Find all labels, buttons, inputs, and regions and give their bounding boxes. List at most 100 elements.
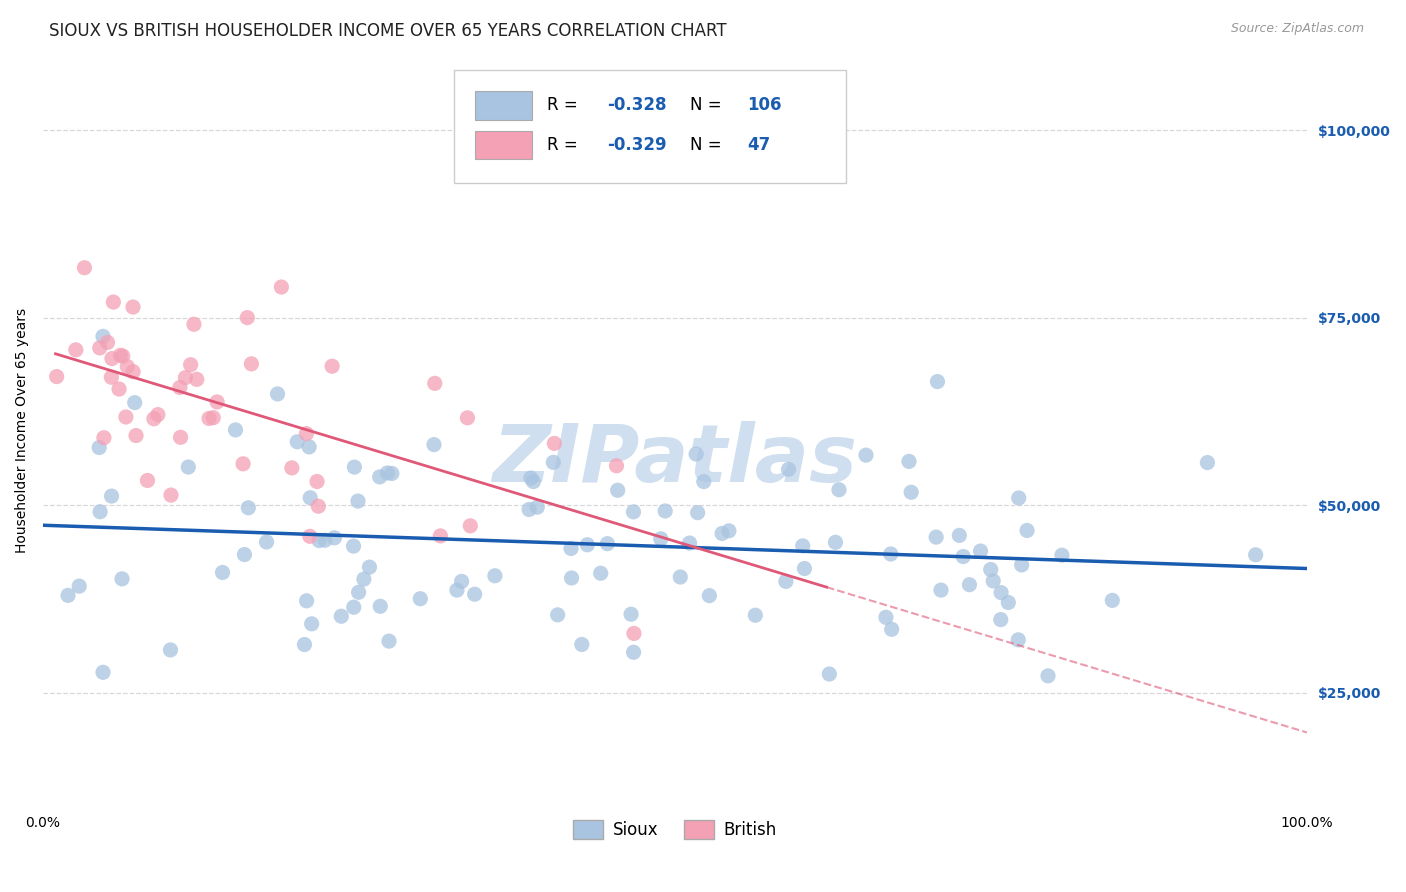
Point xyxy=(232,457,254,471)
Point xyxy=(596,536,619,550)
Point xyxy=(1008,491,1031,505)
Point xyxy=(186,372,208,386)
Point xyxy=(543,436,565,450)
Point xyxy=(91,329,114,343)
Point xyxy=(793,561,815,575)
Point xyxy=(650,532,672,546)
Point xyxy=(110,348,132,362)
Point xyxy=(925,530,948,544)
Text: 106: 106 xyxy=(747,96,782,114)
Point xyxy=(547,607,569,622)
Point xyxy=(122,300,145,314)
Point xyxy=(202,410,225,425)
Point xyxy=(308,533,330,548)
Point xyxy=(295,426,318,441)
Point xyxy=(778,462,800,476)
Point xyxy=(952,549,974,564)
Point xyxy=(301,616,323,631)
Point xyxy=(464,587,486,601)
Point xyxy=(957,577,980,591)
Point xyxy=(224,423,246,437)
Point xyxy=(605,458,627,473)
Point xyxy=(1015,524,1038,538)
Point xyxy=(699,589,721,603)
Point xyxy=(693,475,716,489)
Point xyxy=(89,505,111,519)
Point xyxy=(240,357,263,371)
Text: N =: N = xyxy=(690,96,727,114)
Point xyxy=(990,585,1012,599)
Point xyxy=(100,370,122,384)
Point xyxy=(900,485,922,500)
Point xyxy=(669,570,692,584)
Point xyxy=(1007,632,1029,647)
FancyBboxPatch shape xyxy=(454,70,845,183)
Point xyxy=(198,411,221,425)
Point xyxy=(717,524,740,538)
Point xyxy=(620,607,643,622)
Point xyxy=(180,358,202,372)
Point xyxy=(91,665,114,680)
Point xyxy=(146,408,169,422)
Point xyxy=(56,588,79,602)
Point xyxy=(517,502,540,516)
Point xyxy=(136,474,159,488)
Point xyxy=(880,547,903,561)
Point xyxy=(343,460,366,475)
Point xyxy=(880,623,903,637)
Point xyxy=(824,535,846,549)
Point xyxy=(446,583,468,598)
Point xyxy=(828,483,851,497)
Point xyxy=(89,441,111,455)
Point xyxy=(211,566,233,580)
Point xyxy=(484,568,506,582)
Point xyxy=(101,351,124,366)
Point xyxy=(238,500,260,515)
Point xyxy=(305,475,328,489)
Point xyxy=(571,637,593,651)
Point xyxy=(45,369,67,384)
Point xyxy=(576,538,599,552)
Point xyxy=(205,395,228,409)
Point xyxy=(100,489,122,503)
Point xyxy=(654,504,676,518)
FancyBboxPatch shape xyxy=(475,91,531,120)
Point xyxy=(124,395,146,409)
Point xyxy=(450,574,472,589)
Text: 47: 47 xyxy=(747,136,770,154)
Point xyxy=(270,280,292,294)
Point xyxy=(1011,558,1033,572)
Point xyxy=(997,595,1019,609)
Point xyxy=(73,260,96,275)
Point xyxy=(1050,548,1073,562)
Text: Source: ZipAtlas.com: Source: ZipAtlas.com xyxy=(1230,22,1364,36)
Point xyxy=(1101,593,1123,607)
Point xyxy=(342,539,364,553)
Point xyxy=(67,579,90,593)
Point xyxy=(89,341,111,355)
Point xyxy=(183,318,205,332)
Point xyxy=(65,343,87,357)
Point xyxy=(375,466,398,480)
Point xyxy=(792,539,814,553)
Point xyxy=(330,609,353,624)
Point xyxy=(103,295,125,310)
Point xyxy=(898,454,921,468)
Point xyxy=(1197,456,1219,470)
Point xyxy=(423,376,446,391)
Point xyxy=(298,529,321,543)
Point xyxy=(409,591,432,606)
Point xyxy=(368,470,391,484)
Point xyxy=(589,566,612,581)
Text: ZIPatlas: ZIPatlas xyxy=(492,421,858,499)
Point xyxy=(458,518,481,533)
Point xyxy=(623,505,645,519)
Point xyxy=(744,608,766,623)
Point xyxy=(142,411,165,425)
Point xyxy=(307,500,329,514)
Point xyxy=(606,483,628,498)
Point xyxy=(347,494,370,508)
Point xyxy=(981,574,1004,588)
Point xyxy=(775,574,797,589)
Point xyxy=(543,455,565,469)
